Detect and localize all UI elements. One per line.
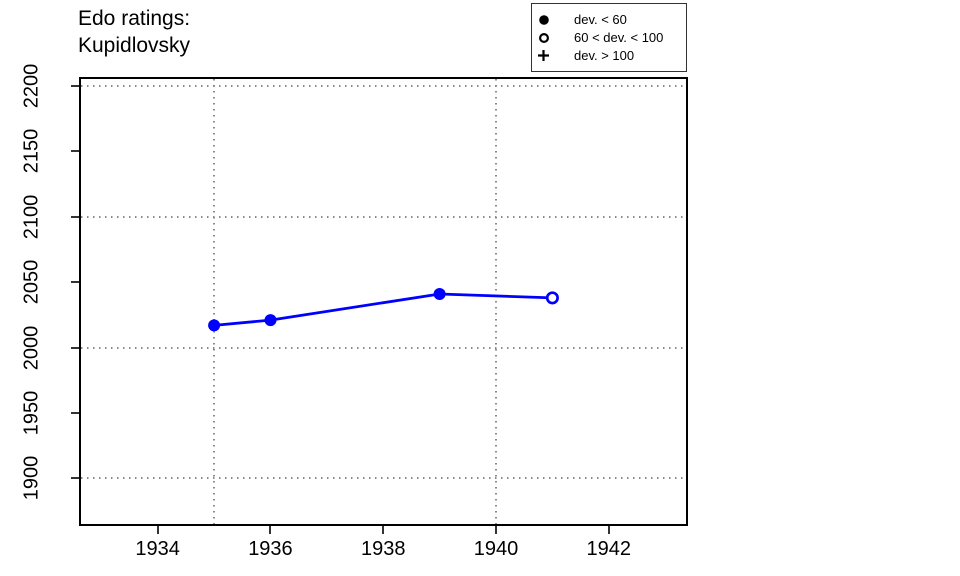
y-tick-2150 (71, 150, 79, 153)
x-tick-1938 (382, 526, 385, 534)
chart-title: Edo ratings: Kupidlovsky (78, 5, 190, 59)
data-point-1935 (208, 319, 221, 332)
y-tick-2200 (71, 84, 79, 87)
y-tick-1950 (71, 412, 79, 415)
data-point-1936 (264, 314, 277, 327)
y-tick-label-2150: 2150 (20, 129, 43, 174)
x-tick-label-1940: 1940 (473, 538, 519, 560)
gridline-x-1940 (494, 79, 497, 524)
legend: dev. < 60 60 < dev. < 100 dev. > 100 (531, 3, 687, 72)
y-tick-label-1950: 1950 (20, 390, 43, 436)
legend-item-dev-gt-100: dev. > 100 (532, 47, 686, 65)
chart-title-line2: Kupidlovsky (78, 34, 191, 57)
y-tick-label-1900: 1900 (20, 456, 43, 501)
data-point-1939 (433, 288, 446, 300)
rating-line (213, 292, 553, 327)
filled-circle-icon (532, 14, 555, 26)
x-tick-1942 (607, 526, 610, 534)
gridlines (81, 79, 686, 524)
chart-title-line1: Edo ratings: (78, 7, 191, 30)
legend-label: 60 < dev. < 100 (574, 30, 664, 45)
plot-area (79, 77, 688, 526)
open-circle-icon (532, 32, 555, 44)
legend-item-dev-lt-60: dev. < 60 (532, 11, 686, 29)
y-tick-label-2050: 2050 (20, 259, 43, 305)
legend-label: dev. < 60 (574, 12, 627, 27)
y-tick-label-2100: 2100 (20, 194, 43, 240)
x-tick-label-1942: 1942 (586, 538, 632, 560)
y-tick-2000 (71, 346, 79, 349)
x-tick-1936 (269, 526, 272, 534)
y-tick-2050 (71, 281, 79, 284)
x-tick-1934 (156, 526, 159, 534)
y-tick-1900 (71, 477, 79, 480)
data-point-1941 (545, 291, 559, 305)
legend-item-dev-60-100: 60 < dev. < 100 (532, 29, 686, 47)
gridline-y-2200 (81, 84, 686, 87)
rating-series (208, 288, 559, 332)
y-tick-label-2000: 2000 (20, 325, 43, 370)
gridline-x-1935 (213, 79, 216, 524)
y-tick-2100 (71, 215, 79, 218)
gridline-y-2100 (81, 215, 686, 218)
x-tick-label-1938: 1938 (360, 538, 406, 560)
x-tick-label-1934: 1934 (135, 538, 180, 560)
plus-icon (532, 49, 555, 62)
legend-label: dev. > 100 (574, 48, 635, 63)
gridline-y-1900 (81, 477, 686, 480)
y-tick-label-2200: 2200 (20, 63, 43, 109)
x-tick-1940 (494, 526, 497, 534)
x-tick-label-1936: 1936 (248, 538, 293, 560)
gridline-y-2000 (81, 346, 686, 349)
